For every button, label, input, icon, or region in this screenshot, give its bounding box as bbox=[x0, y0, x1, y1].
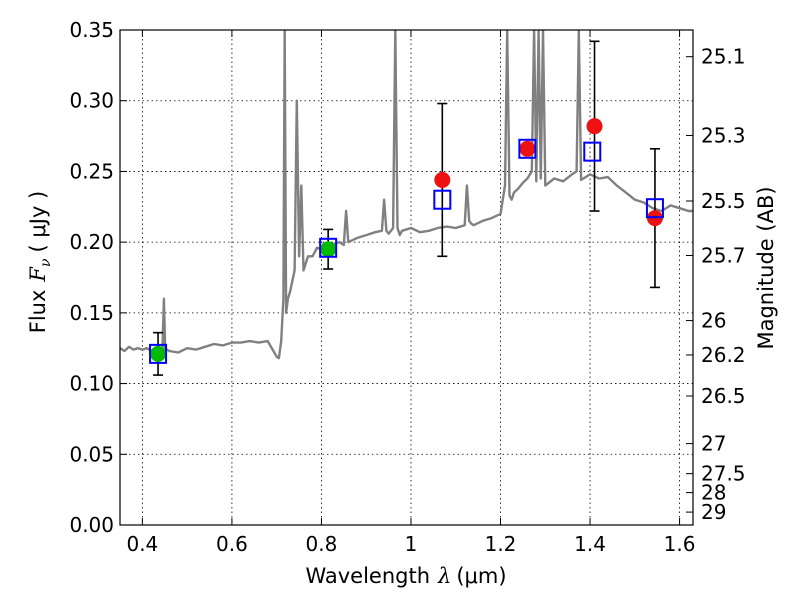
x-tick-label: 0.4 bbox=[126, 532, 158, 556]
magnitude-tick-label: 25.5 bbox=[701, 189, 746, 213]
tick-layer: 0.4 0.6 0.8 1 1.2 1.4 1.6 0.00 0.05 0.10 0.15 0.20 0… bbox=[69, 18, 745, 556]
magnitude-tick-label: 27.5 bbox=[701, 462, 746, 486]
y-tick-label: 0.20 bbox=[69, 230, 114, 254]
y-tick-label: 0.00 bbox=[69, 513, 114, 537]
y-tick-label: 0.25 bbox=[69, 159, 114, 183]
x-tick-label: 0.6 bbox=[216, 532, 248, 556]
observed-flux-point bbox=[434, 171, 451, 188]
model-photometry-point bbox=[645, 198, 664, 219]
grid-lines bbox=[120, 30, 693, 525]
magnitude-tick-label: 26.5 bbox=[701, 384, 746, 408]
magnitude-tick-label: 25.1 bbox=[701, 45, 746, 69]
observed-flux-point bbox=[150, 345, 167, 362]
x-tick-label: 1.4 bbox=[574, 532, 606, 556]
x-tick-label: 1.2 bbox=[485, 532, 517, 556]
magnitude-tick-label: 29 bbox=[701, 500, 726, 524]
observed-flux-point bbox=[519, 140, 536, 157]
model-photometry-point bbox=[583, 141, 602, 162]
y-tick-label: 0.05 bbox=[69, 442, 114, 466]
x-tick-label: 0.8 bbox=[306, 532, 338, 556]
spectrum-line bbox=[120, 30, 693, 360]
y-tick-label: 0.15 bbox=[69, 301, 114, 325]
model-photometry-point bbox=[319, 237, 338, 258]
y-tick-label: 0.30 bbox=[69, 89, 114, 113]
magnitude-tick-label: 26 bbox=[701, 309, 726, 333]
y-tick-label: 0.35 bbox=[69, 18, 114, 42]
magnitude-tick-label: 27 bbox=[701, 432, 726, 456]
y-axis-label: FluxFν( μJy ) bbox=[26, 191, 54, 333]
y2-axis-label: Magnitude (AB) bbox=[754, 186, 778, 349]
x-tick-label: 1 bbox=[405, 532, 418, 556]
magnitude-tick-label: 25.7 bbox=[701, 244, 746, 268]
model-photometry-point bbox=[518, 138, 537, 159]
x-axis-label: Wavelength λ (μm) bbox=[305, 564, 506, 588]
plot-frame bbox=[119, 29, 694, 526]
magnitude-tick-label: 26.2 bbox=[701, 343, 746, 367]
magnitude-tick-label: 28 bbox=[701, 481, 726, 505]
y-tick-label: 0.10 bbox=[69, 372, 114, 396]
observed-flux-point bbox=[586, 118, 603, 135]
model-photometry-point bbox=[433, 189, 452, 210]
magnitude-tick-label: 25.3 bbox=[701, 123, 746, 147]
model-photometry-point bbox=[149, 343, 168, 364]
x-tick-label: 1.6 bbox=[664, 532, 696, 556]
observed-flux-point bbox=[320, 241, 337, 258]
spectrum-layer bbox=[120, 30, 693, 360]
marker-layer bbox=[149, 40, 664, 376]
